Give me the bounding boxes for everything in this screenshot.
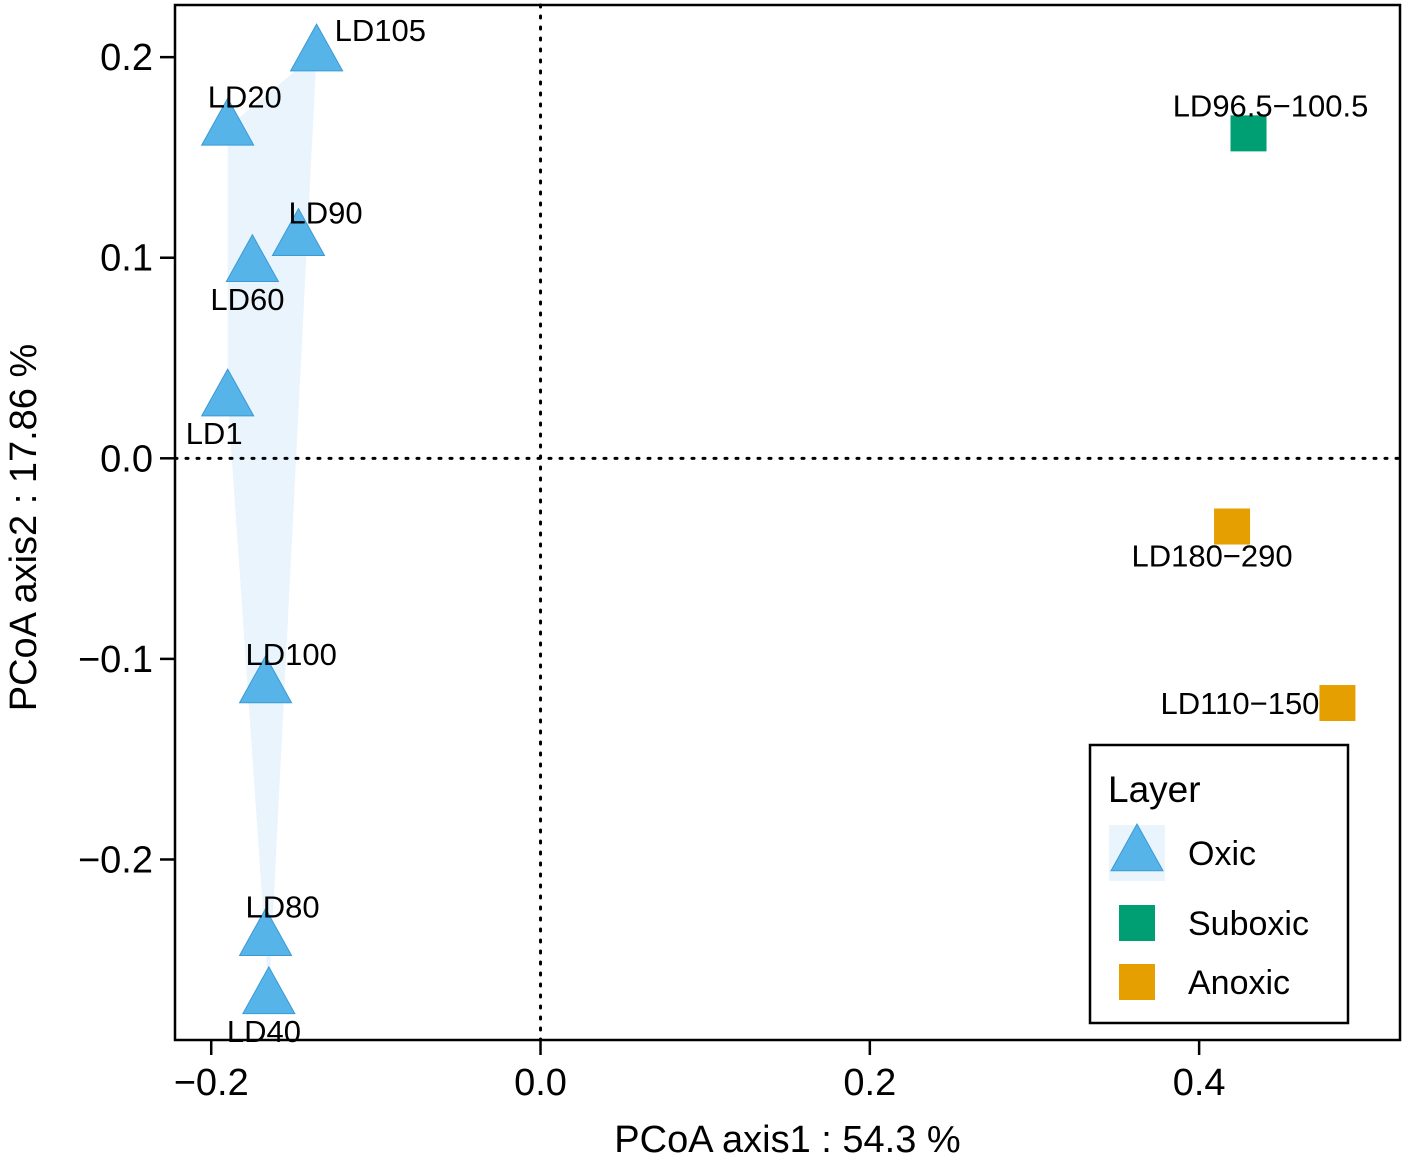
x-tick-label: 0.2 bbox=[843, 1062, 896, 1104]
axis-titles: PCoA axis1 : 54.3 % PCoA axis2 : 17.86 % bbox=[3, 344, 961, 1157]
y-tick-label: 0.1 bbox=[100, 238, 153, 280]
x-axis-title: PCoA axis1 : 54.3 % bbox=[614, 1119, 960, 1157]
axes: −0.2 0.0 0.2 0.4 −0.2 −0.1 0.0 0.1 0.2 bbox=[78, 3, 1402, 1104]
point-ld90 bbox=[271, 207, 326, 256]
legend-oxic-key bbox=[1110, 822, 1164, 872]
x-tick-label: −0.2 bbox=[174, 1062, 249, 1104]
y-tick-label: 0.0 bbox=[100, 438, 153, 480]
point-ld1 bbox=[200, 368, 255, 417]
point-label: LD180−290 bbox=[1131, 539, 1292, 574]
y-tick-label: −0.2 bbox=[78, 839, 153, 881]
point-ld180-290 bbox=[1214, 508, 1251, 545]
point-label: LD110−150 bbox=[1161, 686, 1320, 721]
point-ld80 bbox=[238, 907, 293, 956]
y-axis-title: PCoA axis2 : 17.86 % bbox=[3, 344, 45, 712]
legend-anoxic-key bbox=[1119, 964, 1155, 1000]
point-label: LD20 bbox=[208, 79, 282, 114]
point-ld60 bbox=[225, 233, 280, 283]
point-label: LD1 bbox=[186, 416, 243, 451]
point-ld40 bbox=[242, 965, 296, 1015]
legend-suboxic-key bbox=[1119, 905, 1155, 941]
point-label: LD105 bbox=[335, 13, 426, 48]
x-tick-label: 0.0 bbox=[514, 1062, 567, 1104]
x-tick-label: 0.4 bbox=[1173, 1062, 1226, 1104]
hull-oxic bbox=[227, 53, 317, 996]
hull-layer bbox=[227, 53, 317, 996]
point-label: LD96.5−100.5 bbox=[1173, 88, 1369, 123]
legend-title: Layer bbox=[1108, 769, 1201, 810]
point-ld100 bbox=[238, 654, 293, 704]
reference-lines bbox=[173, 3, 1402, 1042]
data-points bbox=[200, 23, 1356, 1015]
legend-oxic-label: Oxic bbox=[1188, 835, 1256, 873]
plot-frame bbox=[173, 3, 1402, 1042]
point-ld96-5-100-5 bbox=[1230, 115, 1267, 152]
point-label: LD90 bbox=[288, 196, 362, 231]
y-tick-label: −0.1 bbox=[78, 639, 153, 681]
point-ld105 bbox=[289, 23, 344, 72]
y-tick-label: 0.2 bbox=[100, 37, 153, 79]
point-ld20 bbox=[200, 97, 255, 146]
legend-suboxic-label: Suboxic bbox=[1188, 905, 1309, 943]
point-labels: LD105 LD20 LD90 LD60 LD1 LD100 LD80 LD40 LD96.5−… bbox=[186, 13, 1369, 1049]
point-label: LD80 bbox=[246, 890, 320, 925]
point-label: LD100 bbox=[246, 637, 337, 672]
point-ld110-150 bbox=[1319, 685, 1356, 722]
legend-anoxic-label: Anoxic bbox=[1188, 964, 1290, 1002]
point-label: LD60 bbox=[210, 282, 284, 317]
point-label: LD40 bbox=[227, 1014, 301, 1049]
legend: Layer Oxic Suboxic Anoxic bbox=[1088, 743, 1350, 1025]
